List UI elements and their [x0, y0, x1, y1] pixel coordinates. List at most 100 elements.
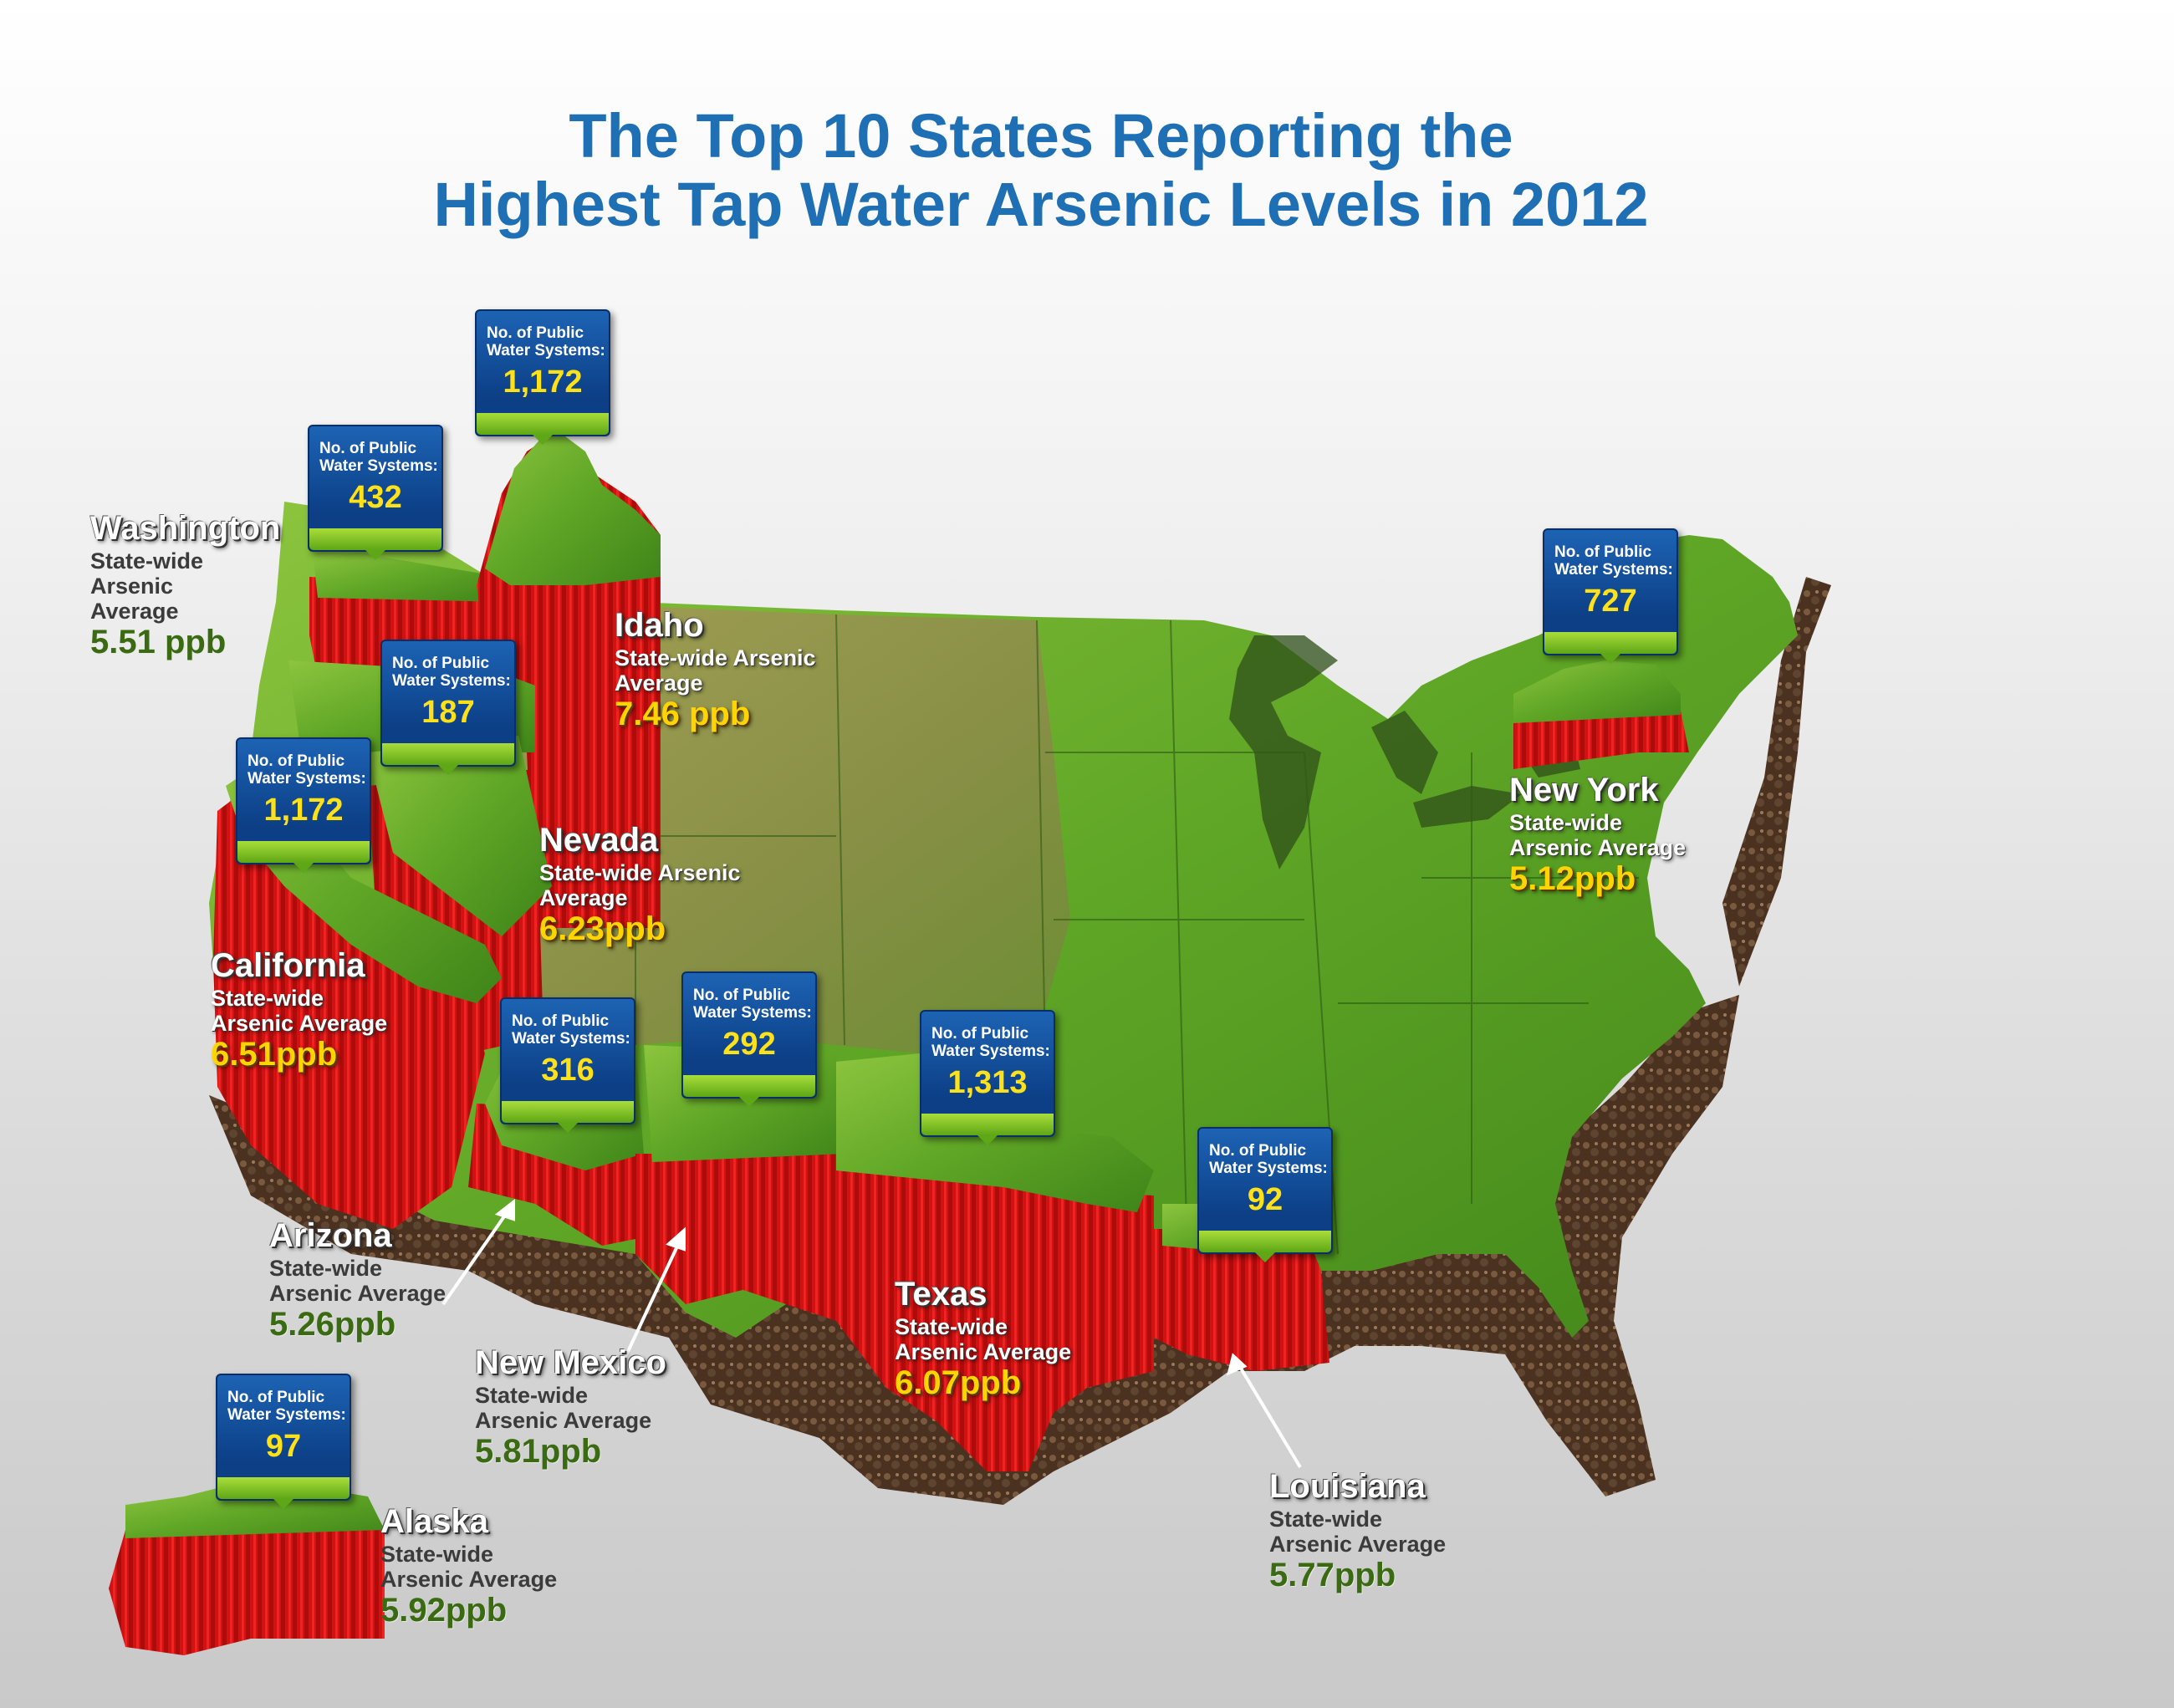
- nevada-systems-box: No. of Public Water Systems: 187: [380, 640, 516, 775]
- systems-label: No. of Public Water Systems:: [1554, 543, 1673, 579]
- arizona-arrow: [441, 1206, 512, 1306]
- louisiana-arrow-head: [1227, 1353, 1248, 1376]
- state-description: State-wide Arsenic Average: [380, 1542, 558, 1592]
- systems-pointer: [977, 1135, 998, 1145]
- systems-bar: [477, 413, 609, 435]
- alaska-top: [125, 1488, 385, 1538]
- systems-pointer: [1600, 654, 1620, 664]
- louisiana-arrow: [1236, 1361, 1302, 1469]
- louisiana-wall: [1154, 1229, 1329, 1371]
- systems-pointer: [365, 550, 385, 560]
- systems-pointer: [533, 435, 553, 445]
- systems-bar: [502, 1101, 634, 1123]
- systems-count: 1,172: [503, 365, 583, 400]
- state-name: New York: [1509, 772, 1659, 808]
- state-name: Louisiana: [1269, 1468, 1426, 1505]
- idaho-label: Idaho State-wide Arsenic Average 7.46 pp…: [615, 609, 832, 731]
- systems-pointer: [273, 1499, 293, 1509]
- systems-count: 1,172: [263, 793, 344, 828]
- state-description: State-wide Arsenic Average: [475, 1383, 652, 1433]
- state-description: State-wide Arsenic Average: [1509, 810, 1687, 860]
- california-systems-box: No. of Public Water Systems: 1,172: [236, 737, 371, 873]
- state-description: State-wide Arsenic Average: [90, 548, 204, 624]
- callout-arrows: [441, 1198, 1302, 1469]
- california-label: California State-wide Arsenic Average 6.…: [211, 949, 403, 1071]
- new-york-label: New York State-wide Arsenic Average 5.12…: [1509, 773, 1710, 895]
- systems-pointer: [1255, 1252, 1275, 1262]
- state-arsenic-value: 5.81ppb: [475, 1433, 602, 1470]
- new-mexico-systems-box: No. of Public Water Systems: 292: [681, 971, 817, 1107]
- systems-bar: [1544, 632, 1676, 654]
- systems-pointer: [438, 765, 458, 775]
- systems-label: No. of Public Water Systems:: [931, 1025, 1050, 1060]
- systems-count: 316: [541, 1053, 595, 1088]
- state-arsenic-value: 5.12ppb: [1509, 860, 1636, 897]
- new-york-top: [1513, 660, 1681, 723]
- idaho-systems-box: No. of Public Water Systems: 1,172: [475, 309, 610, 445]
- state-description: State-wide Arsenic Average: [539, 860, 741, 910]
- systems-count: 97: [265, 1429, 302, 1464]
- state-name: Idaho: [615, 607, 704, 644]
- title-line-1: The Top 10 States Reporting the: [569, 101, 1513, 171]
- great-lakes: [1229, 635, 1580, 869]
- arizona-arrow-head: [494, 1198, 515, 1221]
- california-wall: [213, 786, 485, 1229]
- texas-label: Texas State-wide Arsenic Average 6.07ppb: [895, 1277, 1095, 1400]
- systems-count: 92: [1247, 1182, 1283, 1217]
- systems-label: No. of Public Water Systems:: [1209, 1142, 1328, 1177]
- new-mexico-label: New Mexico State-wide Arsenic Average 5.…: [475, 1346, 676, 1468]
- state-name: California: [211, 947, 365, 984]
- systems-label: No. of Public Water Systems:: [512, 1012, 630, 1048]
- systems-label: No. of Public Water Systems:: [392, 655, 511, 690]
- state-arsenic-value: 7.46 ppb: [615, 696, 751, 732]
- systems-bar: [309, 528, 441, 550]
- state-description: State-wide Arsenic Average: [895, 1314, 1072, 1364]
- state-name: New Mexico: [475, 1344, 666, 1381]
- systems-bar: [1199, 1231, 1331, 1252]
- state-arsenic-value: 5.26ppb: [269, 1306, 396, 1343]
- systems-label: No. of Public Water Systems:: [319, 440, 438, 475]
- systems-count: 432: [349, 480, 402, 515]
- systems-pointer: [739, 1097, 759, 1107]
- systems-pointer: [293, 863, 314, 873]
- state-arsenic-value: 6.51ppb: [211, 1036, 338, 1073]
- state-name: Alaska: [380, 1503, 488, 1540]
- new-york-systems-box: No. of Public Water Systems: 727: [1543, 528, 1678, 664]
- systems-bar: [921, 1114, 1054, 1135]
- systems-count: 727: [1584, 584, 1637, 619]
- state-arsenic-value: 6.23ppb: [539, 910, 666, 947]
- state-arsenic-value: 6.07ppb: [895, 1364, 1022, 1401]
- louisiana-systems-box: No. of Public Water Systems: 92: [1197, 1127, 1333, 1262]
- texas-systems-box: No. of Public Water Systems: 1,313: [920, 1010, 1055, 1145]
- title-line-2: Highest Tap Water Arsenic Levels in 2012: [433, 170, 1649, 239]
- state-arsenic-value: 5.51 ppb: [90, 624, 227, 660]
- state-name: Nevada: [539, 822, 659, 859]
- nevada-label: Nevada State-wide Arsenic Average 6.23pp…: [539, 823, 748, 946]
- map-soil-east: [1722, 577, 1831, 987]
- nevada-top: [368, 736, 552, 936]
- systems-count: 1,313: [947, 1065, 1028, 1100]
- systems-count: 187: [421, 695, 475, 730]
- systems-bar: [237, 841, 370, 863]
- washington-top: [314, 552, 506, 602]
- alaska-systems-box: No. of Public Water Systems: 97: [216, 1374, 351, 1509]
- systems-pointer: [558, 1123, 578, 1133]
- state-name: Arizona: [269, 1217, 392, 1254]
- alaska-label: Alaska State-wide Arsenic Average 5.92pp…: [380, 1505, 581, 1627]
- systems-bar: [683, 1075, 815, 1097]
- idaho-top: [485, 426, 661, 585]
- new-mexico-arrow-head: [666, 1226, 686, 1252]
- state-description: State-wide Arsenic Average: [269, 1256, 447, 1306]
- state-description: State-wide Arsenic Average: [615, 645, 816, 696]
- systems-bar: [217, 1477, 350, 1499]
- alaska-wall: [109, 1530, 385, 1655]
- state-description: State-wide Arsenic Average: [1269, 1507, 1447, 1557]
- systems-label: No. of Public Water Systems:: [248, 752, 366, 788]
- state-name: Texas: [895, 1276, 987, 1313]
- systems-label: No. of Public Water Systems:: [227, 1389, 346, 1424]
- systems-count: 292: [722, 1027, 776, 1062]
- arizona-systems-box: No. of Public Water Systems: 316: [500, 997, 635, 1133]
- state-description: State-wide Arsenic Average: [211, 986, 388, 1036]
- louisiana-label: Louisiana State-wide Arsenic Average 5.7…: [1269, 1470, 1470, 1592]
